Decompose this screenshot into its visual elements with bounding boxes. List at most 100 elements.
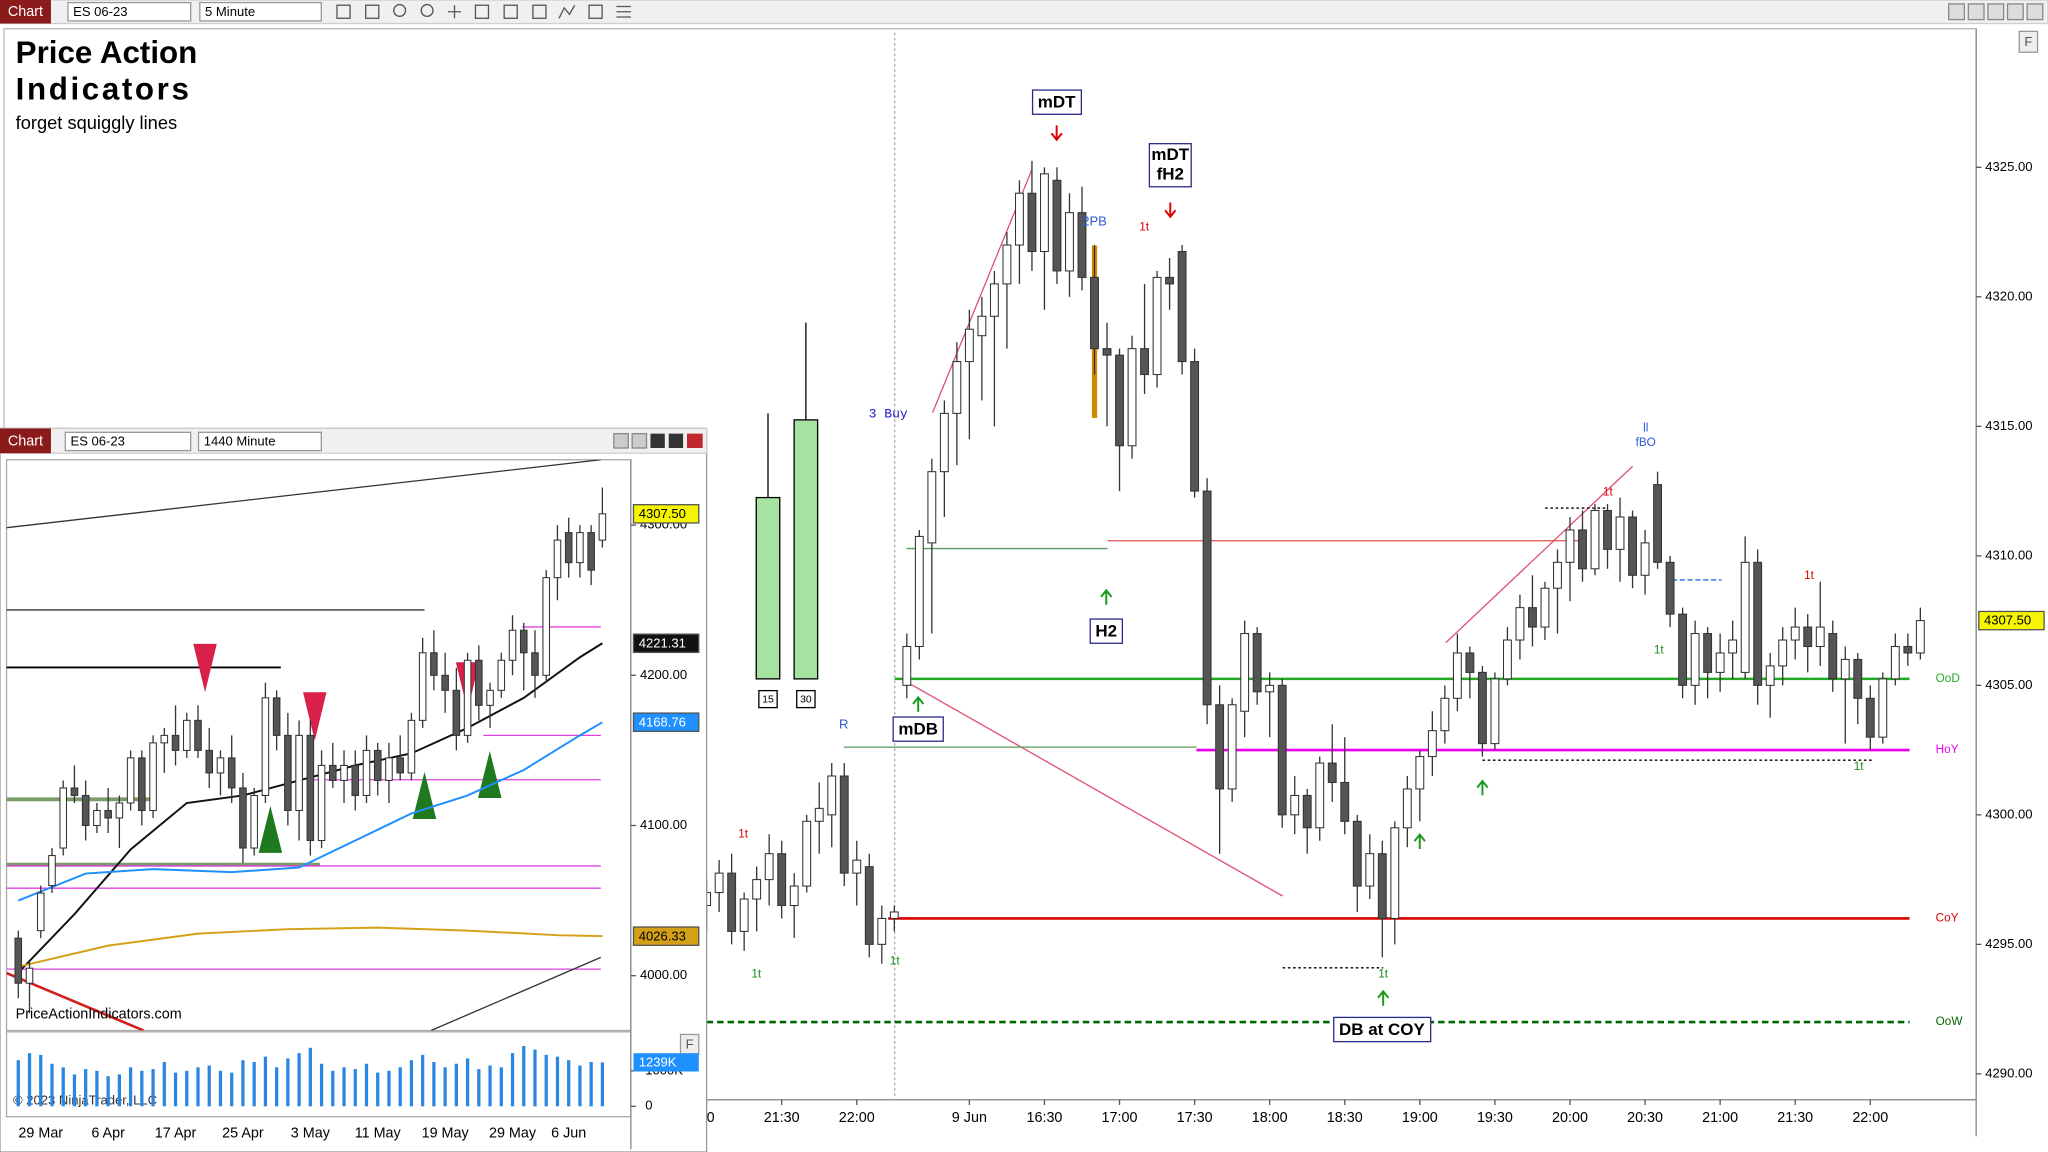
icon[interactable] (365, 4, 380, 19)
y-tick-label: 4325.00 (1985, 159, 2032, 174)
candle-body (441, 674, 449, 691)
y-tick-label: 4315.00 (1985, 418, 2032, 433)
annotation: 1t (1854, 760, 1865, 773)
instrument-select[interactable] (67, 1, 192, 22)
window-button[interactable] (1967, 3, 1985, 21)
icon[interactable] (588, 4, 603, 19)
candle-body (1415, 756, 1425, 790)
candle-body (902, 645, 912, 686)
icon[interactable] (393, 3, 407, 17)
window-button[interactable] (650, 433, 665, 448)
candle-body (802, 820, 812, 887)
trend-line (906, 681, 1283, 897)
price-label-box (632, 633, 700, 654)
candle-body (914, 535, 924, 648)
sell-arrow (1050, 125, 1063, 142)
annotation: 1t (1378, 967, 1389, 980)
x-tick-label: 11 May (355, 1126, 402, 1142)
htf-label: 15 (762, 695, 774, 706)
icon[interactable] (532, 4, 547, 19)
instrument-select[interactable] (64, 431, 192, 452)
x-tick-label: 22:00 (1852, 1110, 1888, 1126)
window-button[interactable] (2006, 3, 2024, 21)
candle-body (1240, 633, 1250, 712)
x-tick-label: 20:00 (1552, 1110, 1588, 1126)
candle-body (362, 749, 371, 796)
icon[interactable] (616, 5, 631, 18)
candle-body (205, 749, 214, 774)
price-label: 4168.76 (639, 714, 686, 729)
candle-body (777, 853, 787, 907)
icon[interactable] (336, 4, 351, 19)
candle-body (1452, 652, 1462, 699)
window-button[interactable] (631, 432, 648, 449)
candle-body (1678, 613, 1688, 686)
candle-body (463, 659, 472, 736)
icon[interactable] (420, 3, 434, 17)
window-button[interactable] (1948, 3, 1966, 21)
candle-body (261, 697, 270, 796)
annotation: R (839, 716, 848, 731)
candle-body (14, 937, 23, 984)
app-tab[interactable] (0, 0, 51, 24)
candle-body (714, 872, 724, 894)
candle-body (104, 809, 112, 819)
icon[interactable] (503, 4, 518, 19)
annotation: fH2 (1157, 165, 1184, 184)
candle-body (1315, 762, 1325, 829)
candle-body (1915, 620, 1925, 654)
buy-arrow (1413, 833, 1426, 849)
annotation: mDT (1151, 145, 1189, 164)
window-button[interactable] (613, 432, 629, 449)
candle-body (752, 879, 762, 900)
annotation-box (892, 716, 944, 742)
candle-body (340, 764, 348, 781)
icon[interactable] (558, 4, 576, 19)
candle-body (598, 513, 607, 541)
y-tick-label: 4310.00 (1985, 547, 2032, 562)
volume-pane (5, 1031, 632, 1118)
candle-body (1690, 633, 1700, 686)
x-tick-label: 6 Jun (551, 1126, 586, 1142)
signal-arrows (912, 125, 1489, 1006)
annotation: 1t (1804, 569, 1815, 582)
price-label: 4307.50 (1984, 613, 2031, 628)
window-button[interactable] (668, 433, 684, 448)
main-plot-content (706, 160, 1925, 1024)
moving-average (17, 721, 603, 902)
f-button[interactable] (2018, 30, 2039, 53)
inset-window: Chart ES 06-23 1440 Minute F (0, 427, 708, 1152)
window-button[interactable] (1987, 3, 2005, 21)
annotation: 1t (751, 967, 762, 980)
candle-body (48, 855, 56, 887)
icon[interactable] (447, 5, 462, 19)
x-tick-label: 21:30 (1777, 1110, 1813, 1126)
candle-body (418, 652, 427, 721)
candle-body (194, 719, 202, 751)
icon[interactable] (474, 4, 490, 19)
candle-body (138, 757, 146, 812)
level-label: CoY (1936, 912, 1959, 925)
interval-select[interactable] (199, 1, 322, 22)
candle-body (1402, 788, 1412, 829)
price-label-box (1978, 610, 2045, 631)
candle-body (126, 757, 135, 804)
candle-body (964, 328, 974, 363)
x-tick-label: 25 Apr (222, 1126, 264, 1142)
candle-body (1628, 516, 1637, 576)
candle-body (1653, 484, 1663, 563)
close-button[interactable] (687, 433, 703, 448)
candle-body (306, 734, 315, 842)
candle-body (1853, 658, 1863, 699)
candle-body (1327, 762, 1337, 783)
annotation: 1t (1603, 486, 1614, 499)
candle-body (1878, 678, 1888, 738)
candle-body (739, 898, 749, 932)
window-button[interactable] (2026, 3, 2044, 21)
app-tab[interactable] (0, 428, 51, 454)
candle-body (1565, 529, 1575, 563)
interval-select[interactable] (197, 431, 322, 452)
candle-body (227, 757, 236, 789)
candle-body (407, 719, 416, 774)
